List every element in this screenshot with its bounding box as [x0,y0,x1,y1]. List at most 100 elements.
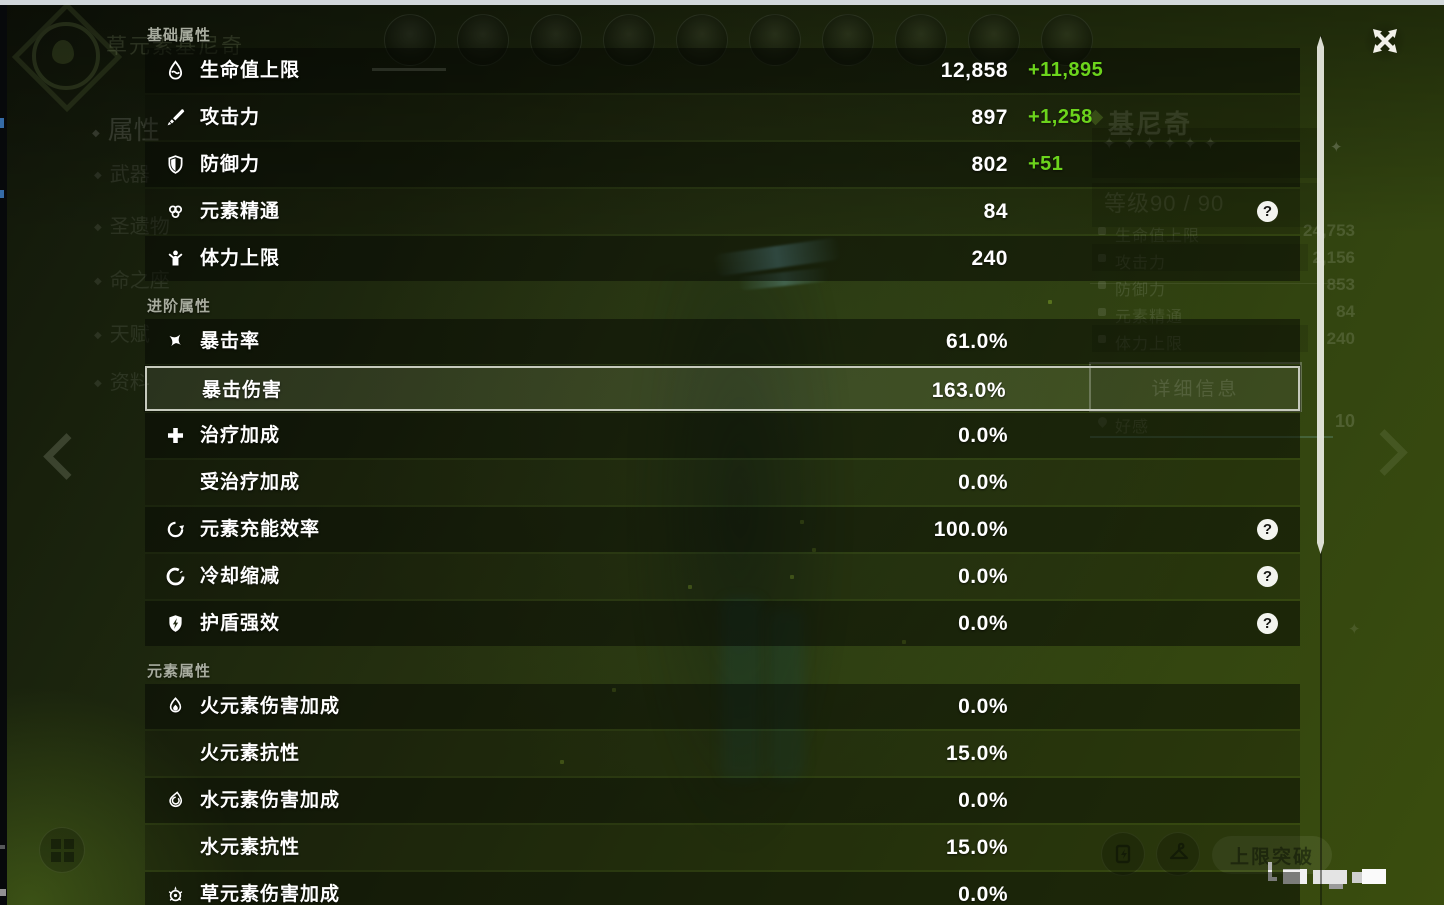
quick-card-button[interactable] [1101,832,1145,876]
ascend-button[interactable]: 上限突破 [1212,836,1332,874]
stat-row[interactable]: 暴击率 61.0% [145,319,1300,364]
section-title: 基础属性 [147,27,212,44]
stat-row[interactable]: 水元素抗性 15.0% [145,825,1300,870]
stat-value: 84 [983,200,1008,223]
stat-value: 15.0% [945,742,1008,765]
stat-value: 15.0% [945,836,1008,859]
stat-row[interactable]: 受治疗加成 0.0% [145,460,1300,505]
dendro-icon [162,872,188,905]
cooldown-icon [162,554,188,599]
character-level: 等级90 / 90 [1104,191,1225,216]
stat-label: 火元素伤害加成 [200,696,341,717]
stat-label: 元素精通 [200,201,281,222]
sparkle-icon: ✦ [1330,139,1343,156]
stat-label: 水元素抗性 [200,837,301,858]
stat-row[interactable]: 体力上限 240 [145,236,1300,281]
edge-artifact [0,889,6,896]
close-button[interactable] [1363,19,1407,63]
stat-row[interactable]: 火元素抗性 15.0% [145,731,1300,776]
shield-strength-icon [162,601,188,646]
section-title: 进阶属性 [147,298,212,315]
stat-value: 240 [971,247,1008,270]
detail-info-label: 详细信息 [1151,378,1240,400]
stat-label: 体力上限 [200,248,281,269]
card-shade [1092,183,1324,227]
healing-icon [162,413,188,458]
card-stat-row: 防御力 853 [1098,274,1358,300]
stat-row[interactable]: 冷却缩减 0.0%? [145,554,1300,599]
stat-row[interactable]: 元素精通 84? [145,189,1300,234]
detail-info-button[interactable]: 详细信息 [1089,362,1302,412]
dendro-element-emblem-icon [11,1,123,113]
sidebar-item-2[interactable]: ◆ 武器 [94,164,150,186]
prev-character-chevron-icon[interactable] [43,433,90,480]
next-character-chevron-icon[interactable] [1361,429,1408,476]
stat-row[interactable]: 草元素伤害加成 0.0% [145,872,1300,905]
stat-label: 防御力 [200,154,261,175]
stat-value: 100.0% [933,518,1008,541]
stat-bonus-value: +11,895 [1028,59,1104,81]
stat-value: 897 [971,106,1008,129]
stat-row[interactable]: 元素充能效率 100.0%? [145,507,1300,552]
scrollbar-thumb[interactable] [1317,36,1324,554]
sparkle-icon: ✦ [1348,621,1361,638]
friendship-value: 10 [1334,411,1355,431]
stat-label: 冷却缩减 [200,566,281,587]
edge-artifact [0,190,4,198]
stat-value: 163.0% [931,379,1006,402]
stat-value: 0.0% [958,424,1008,447]
stat-value: 12,858 [940,59,1008,82]
stat-value: 0.0% [958,883,1008,905]
crit-rate-icon [162,319,188,364]
help-icon[interactable]: ? [1257,566,1278,587]
stat-row[interactable]: 火元素伤害加成 0.0% [145,684,1300,729]
stat-value: 0.0% [958,565,1008,588]
def-icon [162,142,188,187]
stat-row[interactable]: 护盾强效 0.0%? [145,601,1300,646]
stat-label: 元素充能效率 [200,519,321,540]
stat-row[interactable]: 防御力 802 +51 [145,142,1300,187]
stamina-icon [162,236,188,281]
divider [1090,283,1340,284]
sidebar-item-6[interactable]: ◆ 资料 [94,372,150,394]
grid-icon [51,839,74,862]
menu-grid-button[interactable] [39,827,85,873]
stat-label: 攻击力 [200,107,261,128]
stat-bonus-value: +1,258 [1028,106,1093,128]
edge-artifact [0,845,5,849]
sidebar-item-1[interactable]: ◆ 属性 [92,115,160,145]
sidebar-item-3[interactable]: ◆ 圣遗物 [94,216,170,238]
stat-label: 受治疗加成 [200,472,301,493]
stat-value: 0.0% [958,471,1008,494]
sidebar-item-5[interactable]: ◆ 天赋 [94,324,150,346]
atk-icon [162,95,188,140]
help-icon[interactable]: ? [1257,613,1278,634]
stat-row[interactable]: 暴击伤害 163.0% [145,366,1300,411]
window-top-border [0,0,1444,5]
edge-artifact [0,118,4,128]
stat-value: 0.0% [958,612,1008,635]
stat-label: 治疗加成 [200,425,281,446]
stat-row[interactable]: 水元素伤害加成 0.0% [145,778,1300,823]
stat-value: 802 [971,153,1008,176]
section-title: 元素属性 [147,663,212,680]
stat-row[interactable]: 攻击力 897 +1,258 [145,95,1300,140]
help-icon[interactable]: ? [1257,519,1278,540]
stat-label: 火元素抗性 [200,743,301,764]
stat-value: 61.0% [945,330,1008,353]
left-edge-sliver [0,4,7,905]
stat-row[interactable]: 治疗加成 0.0% [145,413,1300,458]
stat-row[interactable]: 生命值上限 12,858 +11,895 [145,48,1300,93]
stat-bonus-value: +51 [1028,153,1064,175]
close-x-icon [1373,29,1397,53]
em-icon [162,189,188,234]
stat-value: 0.0% [958,695,1008,718]
ascend-button-label: 上限突破 [1229,846,1314,868]
character-name: 基尼奇 [1108,109,1193,139]
help-icon[interactable]: ? [1257,201,1278,222]
stat-label: 水元素伤害加成 [200,790,341,811]
hp-icon [162,48,188,93]
stat-label: 护盾强效 [200,613,281,634]
